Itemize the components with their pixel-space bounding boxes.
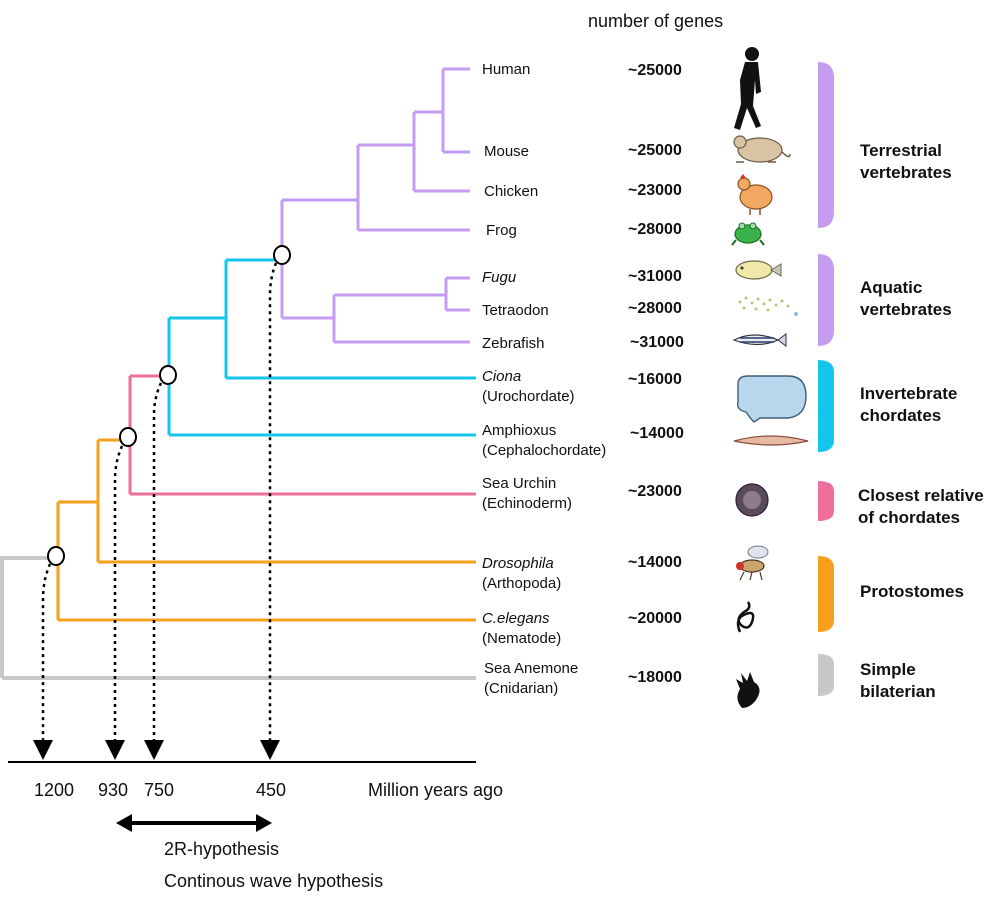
time-tick-label: 930 bbox=[98, 780, 129, 800]
zebrafish-icon bbox=[732, 333, 787, 347]
bracket-aquatic bbox=[818, 254, 834, 346]
gene-count: ~18000 bbox=[628, 669, 682, 686]
human-silhouette-icon bbox=[734, 47, 761, 130]
gene-count: ~31000 bbox=[630, 334, 684, 351]
taxon-label: Amphioxus bbox=[482, 422, 557, 439]
taxon-clade: (Arthopoda) bbox=[482, 575, 562, 592]
taxon-clade: (Nematode) bbox=[482, 630, 562, 647]
taxon-clade: (Urochordate) bbox=[482, 388, 575, 405]
bracket-closest-relative bbox=[818, 481, 834, 521]
time-tick-label: 750 bbox=[144, 780, 175, 800]
projection-930 bbox=[105, 445, 125, 760]
gene-count: ~28000 bbox=[628, 221, 682, 238]
gene-count: ~20000 bbox=[628, 610, 682, 627]
taxon-label: Mouse bbox=[484, 143, 530, 160]
taxon-label: Drosophila bbox=[482, 555, 554, 572]
vertebrate-branches bbox=[280, 67, 470, 344]
gene-count: ~23000 bbox=[628, 182, 682, 199]
outgroup-branches bbox=[0, 556, 476, 680]
group-brackets bbox=[818, 62, 834, 696]
duplication-node-930 bbox=[119, 427, 137, 447]
ciona-icon bbox=[736, 375, 807, 423]
taxon-clade: (Cnidarian) bbox=[484, 680, 559, 697]
taxon-label: Sea Anemone bbox=[484, 660, 579, 677]
bracket-simple-bilaterian bbox=[818, 654, 834, 696]
taxon-label: Chicken bbox=[484, 183, 539, 200]
taxon-label: Fugu bbox=[482, 269, 517, 286]
gene-count: ~28000 bbox=[628, 300, 682, 317]
projection-750 bbox=[144, 382, 164, 760]
taxon-label: C.elegans bbox=[482, 610, 550, 627]
bracket-terrestrial bbox=[818, 62, 834, 228]
projection-1200 bbox=[33, 563, 53, 760]
time-tick-label: 1200 bbox=[34, 780, 75, 800]
taxon-label: Frog bbox=[486, 222, 517, 239]
chicken-icon bbox=[737, 174, 773, 215]
genes-column-title: number of genes bbox=[588, 11, 724, 31]
amphioxus-icon bbox=[733, 435, 809, 446]
taxon-clade: (Echinoderm) bbox=[482, 495, 573, 512]
duplication-nodes bbox=[47, 245, 291, 566]
bilaterian-branches bbox=[56, 438, 476, 622]
continuous-wave-label: Continous wave hypothesis bbox=[164, 871, 384, 891]
bracket-invertebrate-chordates bbox=[818, 360, 834, 452]
mouse-icon bbox=[733, 135, 791, 163]
taxon-label: Sea Urchin bbox=[482, 475, 557, 492]
gene-count: ~25000 bbox=[628, 62, 682, 79]
gene-count: ~23000 bbox=[628, 483, 682, 500]
duplication-node-1200 bbox=[47, 546, 65, 566]
group-label-closest-relative: Closest relative of chordates bbox=[858, 486, 984, 527]
group-label-protostomes: Protostomes bbox=[860, 582, 964, 601]
taxon-clade: (Cephalochordate) bbox=[482, 442, 607, 459]
group-label-terrestrial: Terrestrial vertebrates bbox=[860, 141, 952, 182]
gene-count: ~25000 bbox=[628, 142, 682, 159]
group-label-invertebrate-chordates: Invertebrate chordates bbox=[860, 384, 958, 425]
fly-icon bbox=[736, 545, 769, 581]
nematode-icon bbox=[736, 601, 755, 633]
tetraodon-icon bbox=[738, 296, 798, 316]
gene-count: ~31000 bbox=[628, 268, 682, 285]
gene-count: ~14000 bbox=[628, 554, 682, 571]
time-tick-label: 450 bbox=[256, 780, 287, 800]
bracket-protostomes bbox=[818, 556, 834, 632]
frog-icon bbox=[731, 222, 765, 246]
gene-count: ~16000 bbox=[628, 371, 682, 388]
group-label-simple-bilaterian: Simple bilaterian bbox=[860, 660, 936, 701]
group-label-aquatic: Aquatic vertebrates bbox=[860, 278, 952, 319]
sea-urchin-icon bbox=[735, 483, 769, 517]
taxon-label: Tetraodon bbox=[482, 302, 549, 319]
taxon-label: Zebrafish bbox=[482, 335, 545, 352]
duplication-node-750 bbox=[159, 365, 177, 385]
taxon-label: Human bbox=[482, 61, 531, 78]
gene-count: ~14000 bbox=[630, 425, 684, 442]
two-r-hypothesis-label: 2R-hypothesis bbox=[164, 839, 280, 859]
two-r-arrow bbox=[116, 814, 272, 832]
pufferfish-icon bbox=[735, 260, 782, 280]
chordate-branches bbox=[167, 258, 476, 437]
taxon-label: Ciona bbox=[482, 368, 522, 385]
duplication-node-450 bbox=[273, 245, 291, 265]
time-projections bbox=[33, 262, 280, 760]
time-axis-unit: Million years ago bbox=[368, 780, 504, 800]
sea-anemone-icon bbox=[736, 672, 760, 708]
